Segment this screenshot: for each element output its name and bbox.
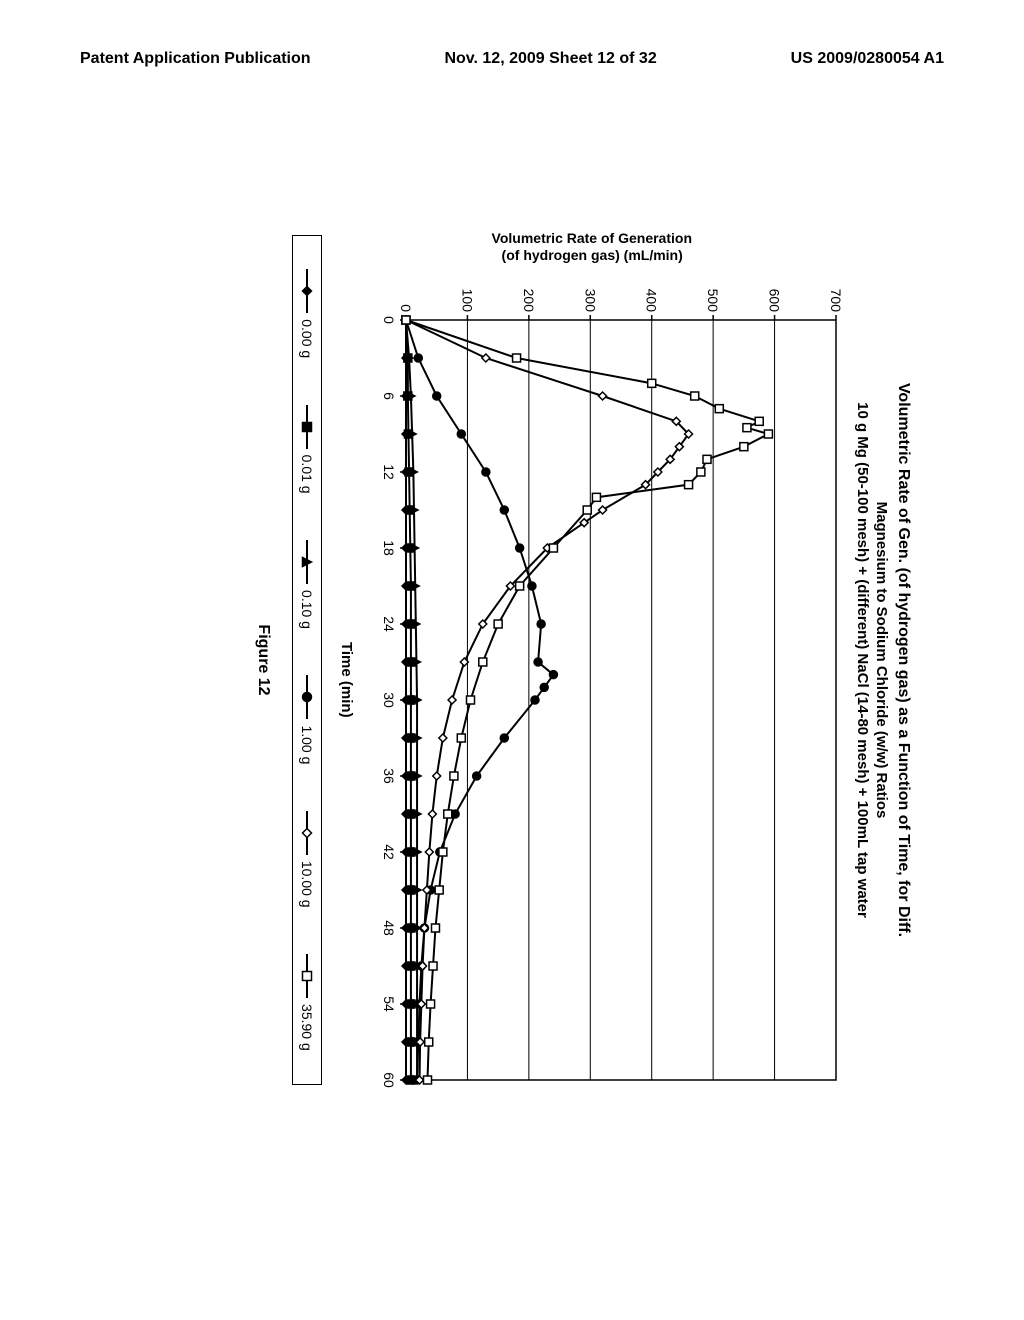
svg-text:12: 12 bbox=[381, 464, 397, 480]
legend-item: 35.90 g bbox=[299, 954, 315, 1051]
svg-text:600: 600 bbox=[767, 288, 783, 312]
header-center: Nov. 12, 2009 Sheet 12 of 32 bbox=[444, 50, 656, 68]
svg-text:48: 48 bbox=[381, 920, 397, 936]
legend: 0.00 g 0.01 g 0.10 g 1.00 g 10.00 g 35.90 g bbox=[292, 235, 322, 1085]
legend-item: 0.01 g bbox=[299, 405, 315, 494]
svg-text:30: 30 bbox=[381, 692, 397, 708]
y-axis-label: Volumetric Rate of Generation (of hydrog… bbox=[492, 230, 692, 264]
legend-item: 0.10 g bbox=[299, 540, 315, 629]
chart-title-line2: Magnesium to Sodium Chloride (w/w) Ratio… bbox=[873, 110, 890, 1210]
svg-text:0: 0 bbox=[398, 304, 414, 312]
svg-text:54: 54 bbox=[381, 996, 397, 1012]
y-axis-label-line1: Volumetric Rate of Generation bbox=[492, 230, 692, 246]
legend-label: 0.01 g bbox=[299, 455, 315, 494]
legend-label: 35.90 g bbox=[299, 1004, 315, 1051]
svg-text:700: 700 bbox=[828, 288, 844, 312]
page-header: Patent Application Publication Nov. 12, … bbox=[0, 50, 1024, 68]
legend-label: 0.00 g bbox=[299, 319, 315, 358]
header-left: Patent Application Publication bbox=[80, 50, 311, 68]
svg-text:100: 100 bbox=[459, 288, 475, 312]
chart-title-line1: Volumetric Rate of Gen. (of hydrogen gas… bbox=[894, 110, 912, 1210]
chart-svg: 0 100 200 300 400 500 600 700 0 6 12 18 24 30 36 42 48 54… bbox=[366, 270, 846, 1090]
y-axis-block: Volumetric Rate of Generation (of hydrog… bbox=[492, 230, 692, 264]
svg-text:42: 42 bbox=[381, 844, 397, 860]
x-axis-label: Time (min) bbox=[338, 270, 355, 1090]
figure-container: Volumetric Rate of Gen. (of hydrogen gas… bbox=[112, 110, 912, 1210]
svg-text:6: 6 bbox=[381, 392, 397, 400]
svg-text:400: 400 bbox=[644, 288, 660, 312]
svg-text:36: 36 bbox=[381, 768, 397, 784]
svg-text:300: 300 bbox=[582, 288, 598, 312]
header-right: US 2009/0280054 A1 bbox=[791, 50, 944, 68]
legend-label: 0.10 g bbox=[299, 590, 315, 629]
svg-text:24: 24 bbox=[381, 616, 397, 632]
chart-area: Volumetric Rate of Generation (of hydrog… bbox=[338, 110, 846, 1210]
legend-label: 1.00 g bbox=[299, 725, 315, 764]
chart-title-line3: 10 g Mg (50-100 mesh) + (different) NaCl… bbox=[854, 110, 871, 1210]
figure-caption: Figure 12 bbox=[254, 110, 272, 1210]
svg-text:18: 18 bbox=[381, 540, 397, 556]
legend-item: 1.00 g bbox=[299, 675, 315, 764]
legend-item: 0.00 g bbox=[299, 269, 315, 358]
legend-item: 10.00 g bbox=[299, 811, 315, 908]
y-axis-label-line2: (of hydrogen gas) (mL/min) bbox=[501, 247, 682, 263]
legend-label: 10.00 g bbox=[299, 861, 315, 908]
svg-text:60: 60 bbox=[381, 1072, 397, 1088]
svg-text:200: 200 bbox=[521, 288, 537, 312]
chart-plot: 0 100 200 300 400 500 600 700 0 6 12 18 24 30 36 42 48 54… bbox=[338, 270, 846, 1090]
svg-text:0: 0 bbox=[381, 316, 397, 324]
svg-text:500: 500 bbox=[705, 288, 721, 312]
